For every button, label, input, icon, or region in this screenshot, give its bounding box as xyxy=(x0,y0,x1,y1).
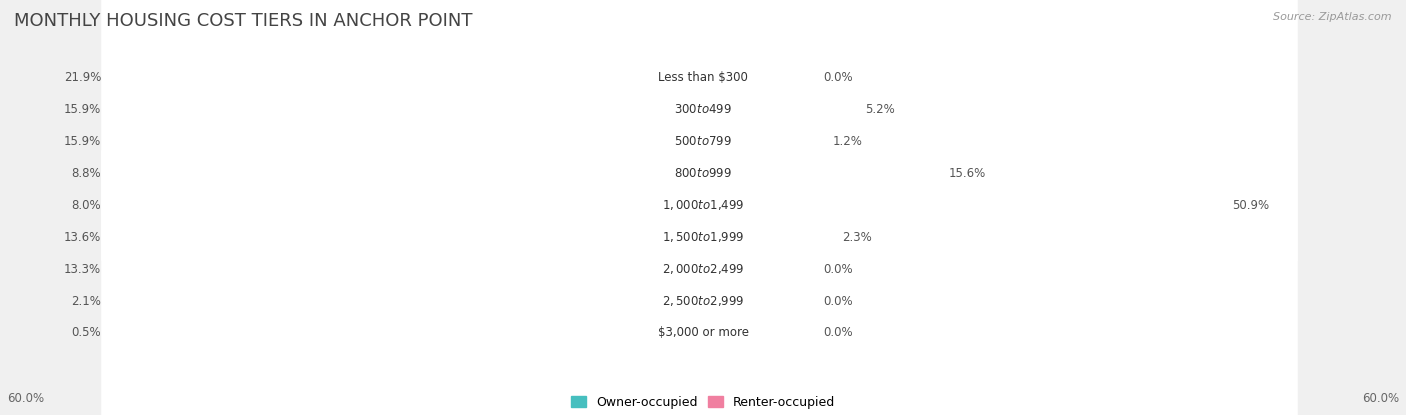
Text: 0.0%: 0.0% xyxy=(824,263,853,276)
Bar xyxy=(467,100,593,120)
Text: 15.9%: 15.9% xyxy=(65,135,101,148)
Bar xyxy=(578,291,593,311)
Bar xyxy=(467,132,593,151)
Text: 13.3%: 13.3% xyxy=(65,263,101,276)
Text: 0.0%: 0.0% xyxy=(824,71,853,84)
Text: $2,500 to $2,999: $2,500 to $2,999 xyxy=(662,294,744,308)
Bar xyxy=(813,164,938,183)
Text: $800 to $999: $800 to $999 xyxy=(673,167,733,180)
Text: 60.0%: 60.0% xyxy=(1362,392,1399,405)
Text: Less than $300: Less than $300 xyxy=(658,71,748,84)
Text: 21.9%: 21.9% xyxy=(63,71,101,84)
Text: 0.0%: 0.0% xyxy=(824,295,853,308)
Text: 0.5%: 0.5% xyxy=(72,327,101,339)
Text: 2.3%: 2.3% xyxy=(842,231,872,244)
Text: 8.0%: 8.0% xyxy=(72,199,101,212)
Bar xyxy=(813,132,821,151)
Text: Source: ZipAtlas.com: Source: ZipAtlas.com xyxy=(1274,12,1392,22)
Text: $3,000 or more: $3,000 or more xyxy=(658,327,748,339)
Text: 60.0%: 60.0% xyxy=(7,392,44,405)
Bar xyxy=(813,100,853,120)
Text: 15.6%: 15.6% xyxy=(949,167,986,180)
Legend: Owner-occupied, Renter-occupied: Owner-occupied, Renter-occupied xyxy=(571,396,835,409)
Text: 15.9%: 15.9% xyxy=(65,103,101,116)
Text: $300 to $499: $300 to $499 xyxy=(673,103,733,116)
Bar xyxy=(813,227,831,247)
Bar xyxy=(488,259,593,279)
Text: 8.8%: 8.8% xyxy=(72,167,101,180)
Text: $2,000 to $2,499: $2,000 to $2,499 xyxy=(662,262,744,276)
Bar xyxy=(813,195,1220,215)
Text: 50.9%: 50.9% xyxy=(1232,199,1268,212)
Text: $500 to $799: $500 to $799 xyxy=(673,135,733,148)
Text: 1.2%: 1.2% xyxy=(832,135,863,148)
Bar xyxy=(418,68,593,88)
Bar xyxy=(523,164,593,183)
Text: MONTHLY HOUSING COST TIERS IN ANCHOR POINT: MONTHLY HOUSING COST TIERS IN ANCHOR POI… xyxy=(14,12,472,30)
Bar xyxy=(591,323,593,343)
Text: 13.6%: 13.6% xyxy=(65,231,101,244)
Text: $1,000 to $1,499: $1,000 to $1,499 xyxy=(662,198,744,212)
Bar xyxy=(530,195,593,215)
Text: 2.1%: 2.1% xyxy=(72,295,101,308)
Bar xyxy=(485,227,593,247)
Text: 5.2%: 5.2% xyxy=(865,103,894,116)
Text: 0.0%: 0.0% xyxy=(824,327,853,339)
Text: $1,500 to $1,999: $1,500 to $1,999 xyxy=(662,230,744,244)
